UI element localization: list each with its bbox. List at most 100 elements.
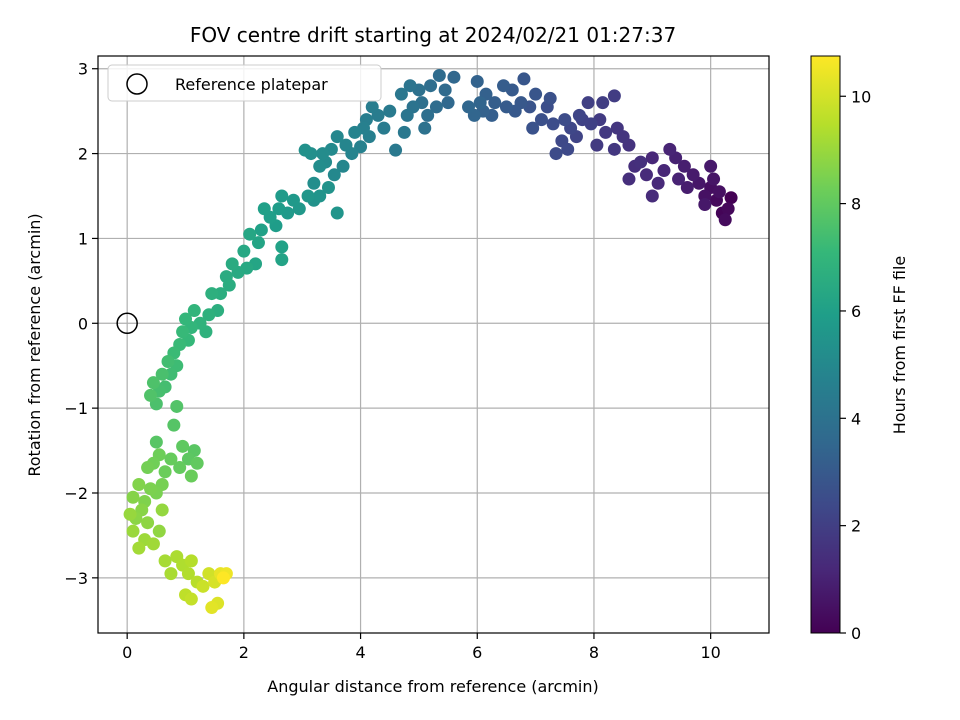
data-point (634, 155, 648, 169)
data-point (272, 202, 286, 216)
data-point (534, 113, 548, 127)
x-tick-label: 4 (355, 643, 365, 662)
data-point (607, 89, 621, 103)
data-point (400, 108, 414, 122)
data-point (403, 79, 417, 93)
data-point (225, 257, 239, 271)
data-point (558, 113, 572, 127)
data-point (645, 189, 659, 203)
data-point (196, 579, 210, 593)
data-point (607, 142, 621, 156)
data-point (462, 100, 476, 114)
data-point (339, 138, 353, 152)
data-point (470, 74, 484, 88)
data-point (365, 100, 379, 114)
data-point (330, 130, 344, 144)
reference-platepar-marker (116, 312, 138, 335)
data-point (158, 554, 172, 568)
legend-box (107, 64, 382, 102)
data-point (167, 418, 181, 432)
y-tick-label: 3 (78, 60, 88, 79)
data-point (526, 121, 540, 135)
data-point (254, 223, 268, 237)
data-point (132, 478, 146, 492)
data-point (141, 516, 155, 530)
data-point (184, 592, 198, 606)
data-point (184, 469, 198, 483)
data-point (176, 325, 190, 339)
data-point (243, 227, 257, 241)
data-point (529, 87, 543, 101)
x-tick-label: 10 (700, 643, 720, 662)
data-point (348, 125, 362, 139)
data-point (497, 79, 511, 93)
data-point (313, 159, 327, 173)
y-tick-label: 1 (78, 229, 88, 248)
data-point (377, 121, 391, 135)
data-point (298, 143, 312, 157)
data-point (707, 172, 721, 186)
data-point (712, 185, 726, 199)
x-tick-label: 2 (239, 643, 249, 662)
data-point (164, 452, 178, 466)
y-axis-ticks: −3 −2 −1 0 1 2 3 (64, 60, 98, 588)
chart-title: FOV centre drift starting at 2024/02/21 … (190, 23, 676, 47)
data-point (599, 125, 613, 139)
data-point (190, 456, 204, 470)
data-point (581, 96, 595, 110)
data-point (561, 142, 575, 156)
grid-lines (98, 56, 769, 633)
data-point (432, 69, 446, 83)
data-point (164, 567, 178, 581)
data-point (146, 537, 160, 551)
data-point (158, 465, 172, 479)
colorbar-ticks: 0 2 4 6 8 10 (840, 87, 871, 643)
data-point (205, 287, 219, 301)
data-point (622, 172, 636, 186)
x-tick-label: 0 (122, 643, 132, 662)
data-point (173, 461, 187, 475)
data-point (307, 176, 321, 190)
data-point (146, 376, 160, 390)
x-tick-label: 6 (472, 643, 482, 662)
data-point (645, 151, 659, 165)
data-point (179, 312, 193, 326)
legend: Reference platepar (107, 64, 382, 102)
data-point (677, 159, 691, 173)
legend-reference-marker (126, 73, 148, 95)
data-point (429, 100, 443, 114)
data-point (222, 278, 236, 292)
data-point (543, 91, 557, 105)
data-point (546, 117, 560, 131)
colorbar: 0 2 4 6 8 10 Hours from first FF file (810, 55, 909, 643)
data-point (152, 524, 166, 538)
data-point (313, 189, 327, 203)
data-point (704, 159, 718, 173)
colorbar-tick-label: 2 (851, 517, 861, 536)
data-point (657, 164, 671, 178)
colorbar-tick-label: 0 (851, 624, 861, 643)
data-point (680, 181, 694, 195)
data-point (441, 96, 455, 110)
data-point (251, 236, 265, 250)
colorbar-tick-label: 8 (851, 195, 861, 214)
data-point (596, 96, 610, 110)
data-point (447, 70, 461, 84)
data-point (721, 202, 735, 216)
data-point (424, 79, 438, 93)
data-point (499, 100, 513, 114)
data-point (718, 213, 732, 227)
colorbar-tick-label: 6 (851, 302, 861, 321)
data-point (144, 482, 158, 496)
data-point (184, 554, 198, 568)
y-tick-label: −3 (64, 569, 88, 588)
data-point (237, 244, 251, 258)
data-point (132, 541, 146, 555)
data-point (724, 191, 738, 205)
colorbar-tick-label: 4 (851, 409, 861, 428)
y-axis-label: Rotation from reference (arcmin) (25, 213, 44, 476)
data-point (149, 435, 163, 449)
data-point (275, 240, 289, 254)
data-point (321, 181, 335, 195)
data-point (275, 253, 289, 267)
